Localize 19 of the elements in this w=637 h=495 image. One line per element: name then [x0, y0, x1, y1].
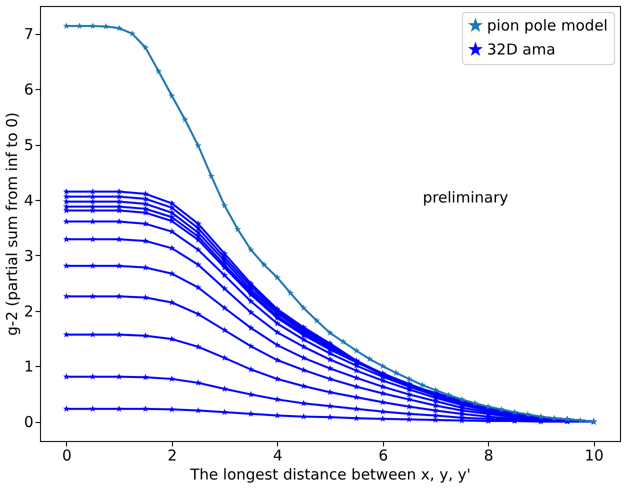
y-tick-label: 3: [24, 246, 34, 265]
y-tick-label: 1: [24, 358, 34, 376]
legend-label: pion pole model: [487, 16, 608, 34]
y-tick-label: 2: [24, 302, 34, 320]
x-tick-label: 8: [484, 446, 494, 464]
y-tick-label: 0: [24, 413, 34, 432]
annotation: preliminary: [422, 188, 508, 206]
y-tick-label: 4: [24, 191, 34, 210]
x-tick-label: 10: [584, 446, 604, 464]
legend-label: 32D ama: [487, 40, 556, 58]
x-tick-label: 2: [168, 446, 178, 464]
y-tick-label: 7: [24, 25, 34, 44]
x-tick-label: 0: [62, 446, 72, 464]
y-tick-label: 5: [24, 136, 34, 154]
x-tick-label: 4: [273, 446, 283, 464]
y-axis-title: g-2 (partial sum from inf to 0): [2, 112, 21, 336]
x-axis-title: The longest distance between x, y, y': [189, 466, 471, 484]
y-tick-label: 6: [24, 80, 34, 99]
x-tick-label: 6: [378, 446, 388, 464]
